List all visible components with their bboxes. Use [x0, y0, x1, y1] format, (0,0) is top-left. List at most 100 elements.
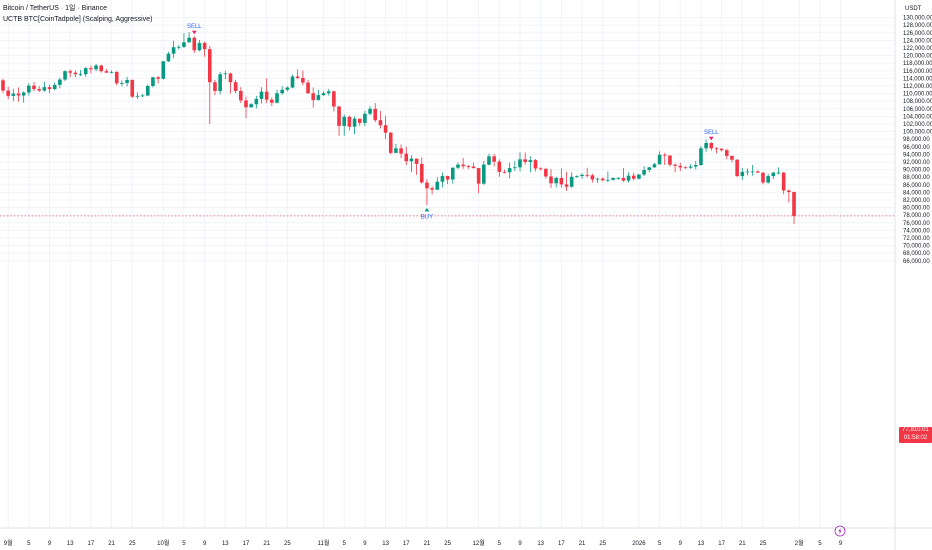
- candle-up: [642, 166, 646, 177]
- candle-up: [435, 177, 440, 190]
- candle-up: [197, 40, 202, 52]
- candle-body: [202, 43, 207, 50]
- candle-up: [740, 168, 745, 180]
- candle-up: [58, 77, 62, 89]
- candle-body: [668, 155, 672, 165]
- chart-grid: [0, 0, 895, 528]
- last-price-tag: 77,810.01 01:58:02: [899, 427, 932, 443]
- candle-down: [761, 172, 765, 185]
- candle-body: [528, 160, 533, 162]
- date-tick-label: 21: [108, 541, 115, 547]
- candle-body: [42, 87, 47, 91]
- candle-body: [316, 95, 321, 101]
- candle-down: [295, 69, 300, 80]
- price-tick-label: 78,000.00: [903, 213, 930, 219]
- date-tick-label: 21: [579, 541, 586, 547]
- candle-body: [228, 73, 233, 83]
- candle-body: [275, 93, 279, 103]
- date-tick-label: 17: [403, 541, 410, 547]
- candle-down: [735, 158, 739, 178]
- candle-body: [466, 166, 471, 167]
- candle-up: [456, 162, 460, 170]
- candle-down: [130, 79, 135, 99]
- candle-down: [37, 86, 41, 93]
- candle-body: [394, 148, 398, 153]
- candle-up: [776, 167, 781, 175]
- date-tick-label: 10월: [157, 539, 169, 547]
- candle-up: [652, 162, 657, 168]
- candle-up: [513, 160, 517, 172]
- time-axis[interactable]: 9월 5 9 13 17 21 25 10월 5 9 13 17 21 25 11월 5 9 13 17 21 25 12…: [0, 527, 932, 547]
- date-tick-label: 25: [599, 541, 606, 547]
- date-tick-label: 17: [558, 541, 565, 547]
- candle-body: [538, 168, 543, 170]
- candle-body: [771, 172, 776, 177]
- candle-up: [316, 89, 321, 101]
- candle-up: [482, 160, 486, 185]
- candle-body: [176, 46, 181, 48]
- candle-body: [388, 132, 393, 153]
- candle-up: [125, 76, 129, 87]
- price-tick-label: 96,000.00: [903, 145, 930, 151]
- price-tick-label: 98,000.00: [903, 137, 930, 143]
- candle-body: [94, 65, 98, 70]
- candle-up: [280, 86, 284, 95]
- candle-body: [290, 76, 295, 88]
- date-tick-label: 17: [718, 541, 725, 547]
- date-tick-label: 25: [129, 541, 136, 547]
- candle-up: [450, 167, 455, 184]
- candle-down: [233, 79, 238, 94]
- candle-down: [99, 64, 104, 73]
- candle-body: [223, 73, 228, 75]
- candle-body: [580, 174, 584, 177]
- candle-down: [549, 169, 553, 188]
- sell-label: SELL: [704, 130, 719, 136]
- candle-down: [202, 41, 207, 57]
- candle-body: [445, 176, 450, 180]
- candle-body: [58, 79, 62, 85]
- candle-down: [445, 175, 450, 185]
- candle-up: [766, 173, 770, 184]
- price-tick-label: 100,000.00: [903, 130, 932, 136]
- candle-down: [399, 144, 403, 159]
- price-tick-label: 102,000.00: [903, 122, 932, 128]
- candle-body: [249, 104, 253, 108]
- candle-down: [156, 76, 160, 84]
- symbol-title[interactable]: Bitcoin / TetherUS · 1일 · Binance: [3, 5, 107, 12]
- date-tick-label: 13: [382, 541, 389, 547]
- candle-down: [502, 169, 507, 174]
- sell-label: SELL: [187, 24, 202, 30]
- candle-up: [259, 87, 264, 104]
- candle-body: [37, 89, 41, 91]
- candle-body: [6, 90, 10, 96]
- candle-body: [213, 82, 217, 91]
- candle-down: [673, 163, 677, 173]
- candle-body: [440, 176, 445, 182]
- candle-body: [78, 74, 83, 76]
- candle-up: [140, 93, 145, 98]
- price-tick-label: 70,000.00: [903, 244, 930, 250]
- replay-button[interactable]: [834, 525, 846, 537]
- candle-up: [745, 168, 750, 176]
- candle-up: [342, 114, 347, 136]
- candle-down: [492, 154, 496, 167]
- candle-down: [714, 147, 719, 154]
- price-tick-label: 76,000.00: [903, 221, 930, 227]
- candle-body: [549, 176, 553, 184]
- candle-body: [270, 99, 274, 103]
- date-tick-label: 9: [363, 541, 367, 547]
- date-tick-label: 5: [27, 541, 31, 547]
- candle-down: [414, 158, 419, 175]
- indicator-title[interactable]: UCTB BTC[CoinTadpole] (Scalping, Aggress…: [3, 15, 153, 23]
- buy-marker: BUY: [421, 207, 433, 220]
- price-tick-label: 104,000.00: [903, 114, 932, 120]
- candle-body: [637, 174, 641, 179]
- candle-body: [725, 150, 729, 156]
- candle-body: [761, 172, 765, 183]
- candle-down: [228, 72, 233, 94]
- candle-down: [719, 148, 724, 152]
- candle-body: [662, 154, 667, 156]
- candle-body: [1, 80, 5, 91]
